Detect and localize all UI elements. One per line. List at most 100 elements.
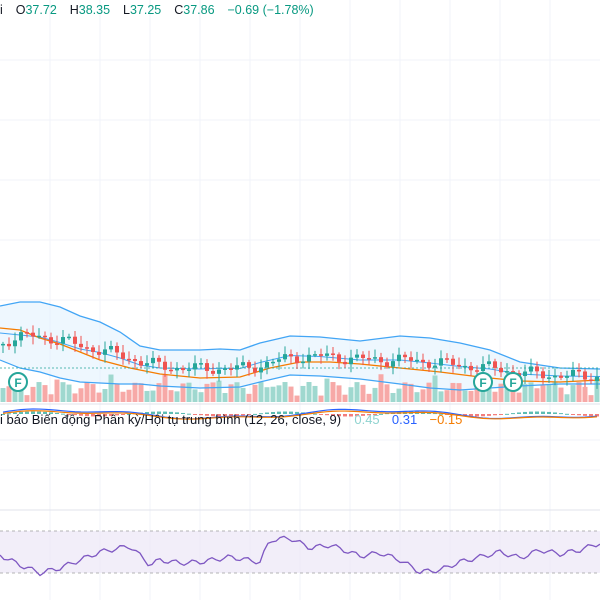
volume-bar (282, 382, 288, 402)
macd-hist-bar (25, 411, 29, 414)
candle (247, 359, 251, 376)
volume-bar (504, 382, 510, 402)
candle (319, 348, 323, 364)
candle (277, 352, 281, 370)
volume-bar (6, 386, 12, 402)
earnings-marker[interactable]: F (473, 372, 493, 392)
volume-bar (216, 380, 222, 402)
volume-bar (582, 386, 588, 402)
macd-hist-bar (1, 414, 5, 415)
volume-bar (540, 385, 546, 402)
candle (211, 363, 215, 377)
earnings-marker[interactable]: F (8, 372, 28, 392)
candle (535, 361, 539, 379)
candle (361, 351, 365, 366)
volume-bar (276, 385, 282, 402)
macd-hist-bar (367, 414, 371, 416)
volume-bar (138, 383, 144, 402)
macd-hist-bar (37, 411, 41, 414)
candle (283, 346, 287, 363)
candle (313, 350, 317, 358)
candle (391, 353, 395, 375)
volume-bar (228, 384, 234, 402)
candle (43, 331, 47, 345)
candlesticks[interactable] (1, 325, 599, 389)
macd-hist-bar (55, 412, 59, 414)
macd-hist-bar (151, 411, 155, 414)
volume-bar (468, 390, 474, 402)
volume-bar (378, 374, 384, 402)
macd-hist-bar (79, 414, 83, 416)
macd-hist-bar (289, 411, 293, 414)
candle (289, 349, 293, 364)
candle (307, 347, 311, 370)
macd-signal-value: −0.15 (429, 412, 463, 427)
candle (415, 351, 419, 364)
candle (19, 326, 23, 347)
volume-bar (168, 390, 174, 402)
bollinger-upper-line (0, 301, 600, 370)
volume-bar (300, 385, 306, 402)
volume-bar (198, 392, 204, 402)
candle (235, 357, 239, 377)
candle (151, 350, 155, 368)
macd-hist-bar (595, 414, 599, 417)
candle (217, 362, 221, 382)
candle (265, 356, 269, 375)
macd-hist-bar (217, 414, 221, 417)
macd-hist-value: 0.45 (354, 412, 380, 427)
candle (529, 358, 533, 376)
candle (67, 333, 71, 341)
macd-hist-bar (229, 414, 233, 417)
macd-hist-bar (499, 414, 503, 415)
candle (559, 372, 563, 381)
macd-hist-bar (49, 412, 53, 414)
macd-hist-bar (559, 413, 563, 415)
volume-bar (408, 383, 414, 402)
earnings-marker[interactable]: F (503, 372, 523, 392)
candle (91, 345, 95, 359)
macd-hist-bar (109, 414, 113, 416)
candle (127, 351, 131, 365)
volume-bar (498, 383, 504, 402)
volume-bar (402, 382, 408, 402)
volume-bars (0, 374, 600, 402)
volume-bar (366, 393, 372, 402)
macd-hist-bar (223, 414, 227, 417)
rsi-line (0, 535, 600, 577)
macd-hist-bar (193, 414, 197, 415)
candle (523, 364, 527, 385)
macd-hist-bar (433, 413, 437, 415)
macd-legend[interactable]: i báo Biến động Phân kỳ/Hội tụ trung bìn… (0, 412, 462, 427)
macd-hist-bar (337, 414, 341, 417)
macd-hist-bar (265, 412, 269, 414)
macd-hist-bar (571, 414, 575, 415)
candle (61, 329, 65, 352)
volume-bar (336, 385, 342, 402)
volume-bar (480, 382, 486, 402)
macd-hist-bar (535, 411, 539, 414)
candle (421, 353, 425, 371)
macd-hist-bar (103, 414, 107, 417)
candle (445, 353, 449, 363)
volume-bar (12, 382, 18, 402)
macd-hist-bar (583, 414, 587, 416)
candle (583, 369, 587, 387)
candle (157, 355, 161, 369)
macd-hist-bar (19, 412, 23, 414)
marker-label: F (509, 376, 516, 390)
macd-hist-bar (379, 413, 383, 415)
volume-bar (96, 392, 102, 402)
volume-bar (462, 390, 468, 402)
macd-hist-bar (331, 414, 335, 416)
volume-bar (246, 393, 252, 402)
volume-bar (564, 394, 570, 402)
volume-bar (396, 388, 402, 402)
candle (139, 356, 143, 368)
candle (463, 358, 467, 374)
volume-bar (534, 388, 540, 402)
volume-bar (576, 382, 582, 402)
macd-hist-bar (85, 414, 89, 417)
